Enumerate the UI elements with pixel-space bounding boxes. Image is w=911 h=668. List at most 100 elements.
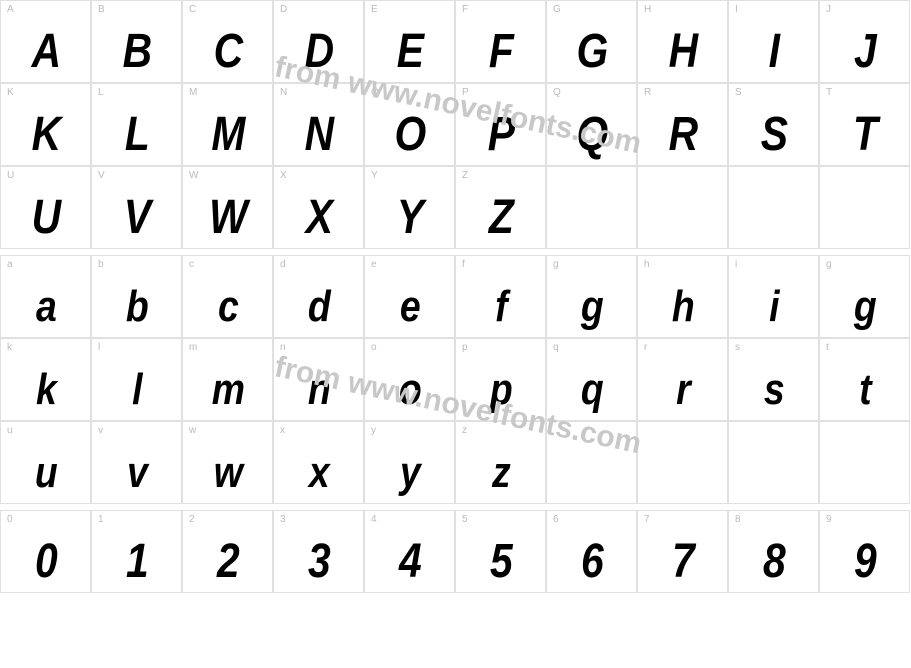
glyph-cell-label: A [7, 5, 84, 15]
glyph-cell-glyph: Z [463, 194, 539, 242]
glyph-cell-label: o [371, 343, 448, 353]
glyph-cell-label: 7 [644, 515, 721, 525]
glyph-cell-label: z [462, 426, 539, 436]
glyph-cell: uu [0, 421, 91, 504]
glyph-cell-glyph: 2 [190, 538, 266, 586]
glyph-cell: SS [728, 83, 819, 166]
glyph-cell: UU [0, 166, 91, 249]
glyph-cell: FF [455, 0, 546, 83]
glyph-cell-glyph: l [99, 368, 175, 412]
glyph-cell-glyph: E [372, 28, 448, 76]
glyph-cell-glyph: V [99, 194, 175, 242]
glyph-cell: vv [91, 421, 182, 504]
glyph-cell-label: f [462, 260, 539, 270]
glyph-cell: KK [0, 83, 91, 166]
character-map-grid: AABBCCDDEEFFGGHHIIJJKKLLMMNNOOPPQQRRSSTT… [0, 0, 910, 593]
glyph-cell [637, 421, 728, 504]
glyph-cell-label: T [826, 88, 903, 98]
glyph-cell-label: L [98, 88, 175, 98]
glyph-cell-label: C [189, 5, 266, 15]
glyph-cell-label: V [98, 171, 175, 181]
glyph-cell [546, 166, 637, 249]
glyph-cell-glyph: b [99, 285, 175, 329]
glyph-cell-glyph: D [281, 28, 357, 76]
glyph-cell [819, 166, 910, 249]
glyph-cell: nn [273, 338, 364, 421]
glyph-cell-label: k [7, 343, 84, 353]
glyph-cell-glyph: P [463, 111, 539, 159]
glyph-cell-label: 5 [462, 515, 539, 525]
glyph-cell-label: x [280, 426, 357, 436]
glyph-cell: gg [819, 255, 910, 338]
glyph-cell-glyph: H [645, 28, 721, 76]
glyph-cell-label: q [553, 343, 630, 353]
glyph-cell-label: Z [462, 171, 539, 181]
glyph-cell: OO [364, 83, 455, 166]
glyph-cell-label: l [98, 343, 175, 353]
glyph-cell-label: r [644, 343, 721, 353]
glyph-cell: MM [182, 83, 273, 166]
glyph-cell: ee [364, 255, 455, 338]
glyph-cell: ll [91, 338, 182, 421]
glyph-cell-label: 3 [280, 515, 357, 525]
glyph-cell-glyph: y [372, 451, 448, 495]
glyph-cell-glyph: d [281, 285, 357, 329]
glyph-cell-glyph: g [554, 285, 630, 329]
glyph-cell: pp [455, 338, 546, 421]
glyph-cell: CC [182, 0, 273, 83]
glyph-cell: NN [273, 83, 364, 166]
glyph-cell: cc [182, 255, 273, 338]
glyph-cell-glyph: Q [554, 111, 630, 159]
glyph-cell: 00 [0, 510, 91, 593]
glyph-cell-label: X [280, 171, 357, 181]
glyph-cell: ww [182, 421, 273, 504]
glyph-cell-label: b [98, 260, 175, 270]
glyph-cell-label: K [7, 88, 84, 98]
glyph-cell-label: B [98, 5, 175, 15]
glyph-cell-label: Q [553, 88, 630, 98]
glyph-cell: GG [546, 0, 637, 83]
glyph-cell: qq [546, 338, 637, 421]
glyph-cell: gg [546, 255, 637, 338]
glyph-cell-glyph: m [190, 368, 266, 412]
glyph-cell-glyph: w [190, 451, 266, 495]
glyph-cell-glyph: p [463, 368, 539, 412]
glyph-cell-label: p [462, 343, 539, 353]
glyph-cell-label: 8 [735, 515, 812, 525]
glyph-cell-glyph: I [736, 28, 812, 76]
glyph-cell: dd [273, 255, 364, 338]
glyph-cell-label: F [462, 5, 539, 15]
glyph-cell-label: 6 [553, 515, 630, 525]
glyph-cell-label: 0 [7, 515, 84, 525]
glyph-cell-glyph: M [190, 111, 266, 159]
glyph-cell: kk [0, 338, 91, 421]
glyph-cell-label: w [189, 426, 266, 436]
glyph-cell-label: 1 [98, 515, 175, 525]
glyph-cell-label: P [462, 88, 539, 98]
glyph-cell-label: g [553, 260, 630, 270]
glyph-cell-glyph: n [281, 368, 357, 412]
glyph-cell-label: c [189, 260, 266, 270]
glyph-cell-label: y [371, 426, 448, 436]
glyph-cell-glyph: u [8, 451, 84, 495]
glyph-cell-label: M [189, 88, 266, 98]
glyph-cell: QQ [546, 83, 637, 166]
glyph-cell: tt [819, 338, 910, 421]
glyph-cell: RR [637, 83, 728, 166]
glyph-cell-label: U [7, 171, 84, 181]
glyph-cell-label: h [644, 260, 721, 270]
glyph-cell-glyph: s [736, 368, 812, 412]
glyph-cell [728, 166, 819, 249]
glyph-cell-label: S [735, 88, 812, 98]
glyph-cell-glyph: z [463, 451, 539, 495]
glyph-cell-glyph: t [827, 368, 903, 412]
glyph-cell [637, 166, 728, 249]
glyph-cell-label: R [644, 88, 721, 98]
glyph-cell-label: e [371, 260, 448, 270]
glyph-cell-glyph: R [645, 111, 721, 159]
glyph-cell-glyph: 0 [8, 538, 84, 586]
glyph-cell: EE [364, 0, 455, 83]
glyph-cell-glyph: v [99, 451, 175, 495]
glyph-cell-label: O [371, 88, 448, 98]
glyph-cell: AA [0, 0, 91, 83]
